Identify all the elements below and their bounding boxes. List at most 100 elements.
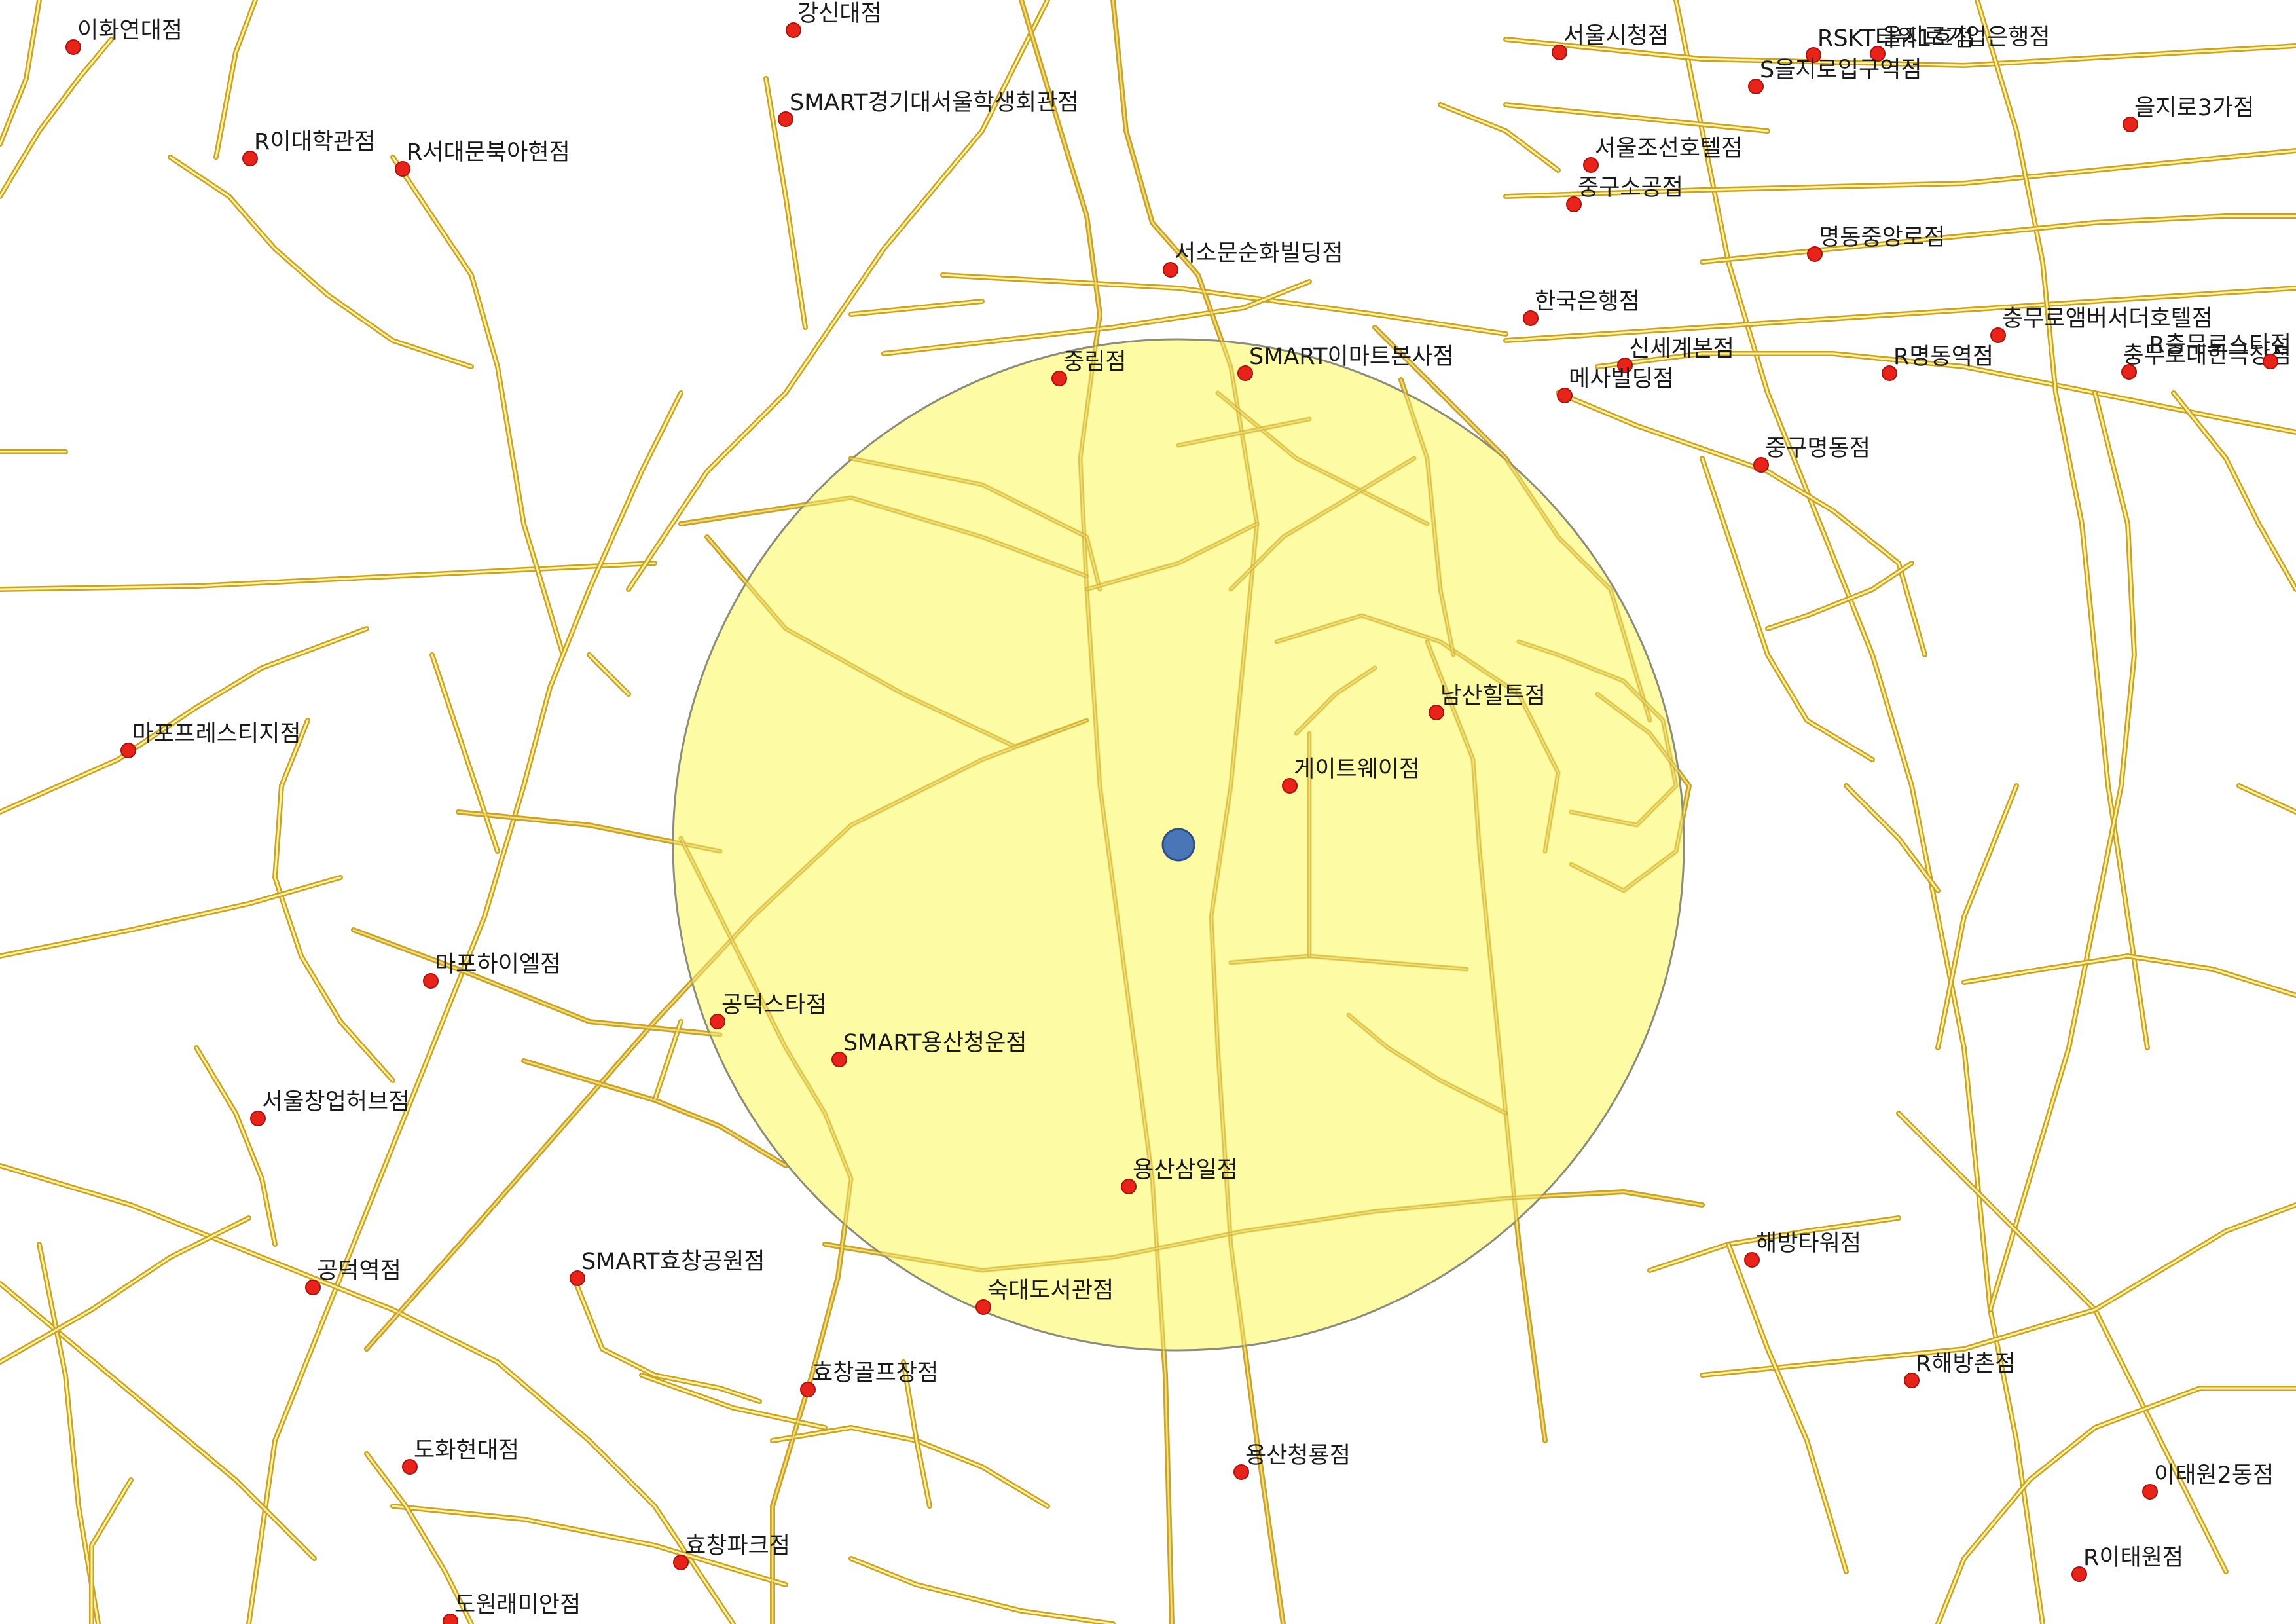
road-segment-inner bbox=[0, 38, 113, 198]
poi-label: 중구명동점 bbox=[1765, 435, 1870, 462]
poi-item[interactable]: 강신대점 bbox=[786, 1, 882, 38]
poi-marker-icon[interactable] bbox=[1523, 310, 1539, 326]
poi-item[interactable]: 충무로앰버서더호텔점 bbox=[1990, 306, 2213, 343]
poi-item[interactable]: 도화현대점 bbox=[402, 1437, 519, 1475]
poi-item[interactable]: 게이트웨이점 bbox=[1282, 756, 1420, 794]
poi-item[interactable]: S을지로입구역점 bbox=[1748, 57, 1922, 94]
poi-item[interactable]: 효창파크점 bbox=[673, 1533, 790, 1570]
poi-marker-icon[interactable] bbox=[1806, 47, 1821, 63]
poi-item[interactable]: 공덕스타점 bbox=[710, 992, 827, 1029]
poi-item[interactable]: 공덕역점 bbox=[305, 1258, 401, 1295]
poi-item[interactable]: 마포하이엘점 bbox=[423, 951, 561, 989]
poi-marker-icon[interactable] bbox=[800, 1382, 816, 1397]
poi-item[interactable]: 서울창업허브점 bbox=[250, 1089, 409, 1126]
poi-marker-icon[interactable] bbox=[2142, 1484, 2158, 1500]
poi-item[interactable]: 용산삼일점 bbox=[1121, 1157, 1238, 1194]
poi-marker-icon[interactable] bbox=[1882, 365, 1897, 381]
poi-marker-icon[interactable] bbox=[402, 1459, 418, 1475]
road-segment-inner bbox=[1504, 103, 1769, 132]
poi-item[interactable]: 신세계본점 bbox=[1617, 336, 1734, 373]
poi-marker-icon[interactable] bbox=[1807, 246, 1823, 262]
poi-marker-icon[interactable] bbox=[1163, 262, 1178, 278]
poi-item[interactable]: R해방촌점 bbox=[1904, 1351, 2016, 1388]
poi-marker-icon[interactable] bbox=[2263, 354, 2278, 369]
poi-item[interactable]: 중구명동점 bbox=[1753, 435, 1870, 473]
poi-marker-icon[interactable] bbox=[1282, 778, 1298, 794]
road-segment-inner bbox=[1557, 392, 1926, 656]
poi-marker-icon[interactable] bbox=[65, 39, 81, 55]
poi-marker-icon[interactable] bbox=[1744, 1252, 1760, 1268]
poi-item[interactable]: 명동중앙로점 bbox=[1807, 225, 1945, 262]
poi-item[interactable]: R이대학관점 bbox=[242, 129, 375, 166]
poi-item[interactable]: 중구소공점 bbox=[1566, 175, 1683, 212]
poi-item[interactable]: 해방타워점 bbox=[1744, 1230, 1861, 1268]
poi-marker-icon[interactable] bbox=[673, 1555, 689, 1570]
poi-marker-icon[interactable] bbox=[2121, 364, 2137, 380]
poi-marker-icon[interactable] bbox=[1990, 327, 2006, 343]
poi-item[interactable]: SMART경기대서울학생회관점 bbox=[778, 90, 1079, 127]
poi-item[interactable]: SMART용산청운점 bbox=[831, 1030, 1027, 1067]
poi-item[interactable]: SMART효창공원점 bbox=[570, 1249, 765, 1286]
center-point-icon[interactable] bbox=[1161, 828, 1195, 862]
poi-item[interactable]: 서소문순화빌딩점 bbox=[1163, 240, 1343, 278]
poi-label: 마포프레스티지점 bbox=[132, 721, 301, 747]
poi-marker-icon[interactable] bbox=[2123, 117, 2138, 132]
poi-marker-icon[interactable] bbox=[778, 111, 793, 127]
poi-marker-icon[interactable] bbox=[1557, 388, 1573, 403]
poi-item[interactable]: R이태원점 bbox=[2071, 1545, 2183, 1582]
poi-marker-icon[interactable] bbox=[423, 973, 439, 989]
poi-item[interactable]: 메사빌딩점 bbox=[1557, 366, 1674, 403]
poi-marker-icon[interactable] bbox=[1233, 1464, 1249, 1480]
poi-item[interactable]: RSKT타워1호점 bbox=[1806, 26, 1974, 63]
poi-item[interactable]: 용산청룡점 bbox=[1233, 1443, 1351, 1480]
poi-label: 이화연대점 bbox=[77, 18, 183, 44]
poi-item[interactable]: 을지로기업은행점 bbox=[1870, 24, 2050, 62]
poi-item[interactable]: R충무로스타점 bbox=[2149, 332, 2291, 369]
poi-item[interactable]: 도원래미안점 bbox=[443, 1592, 581, 1624]
poi-item[interactable]: R명동역점 bbox=[1882, 344, 1994, 381]
poi-marker-icon[interactable] bbox=[570, 1270, 585, 1286]
poi-item[interactable]: 숙대도서관점 bbox=[975, 1278, 1114, 1315]
poi-item[interactable]: 마포프레스티지점 bbox=[120, 721, 301, 758]
poi-item[interactable]: 서울조선호텔점 bbox=[1583, 136, 1742, 173]
poi-item[interactable]: 이태원2동점 bbox=[2142, 1462, 2274, 1500]
poi-marker-icon[interactable] bbox=[242, 151, 258, 166]
poi-marker-icon[interactable] bbox=[1583, 157, 1599, 173]
poi-marker-icon[interactable] bbox=[305, 1280, 321, 1295]
poi-marker-icon[interactable] bbox=[1617, 358, 1633, 373]
poi-item[interactable]: 남산힐튼점 bbox=[1429, 683, 1546, 720]
poi-marker-icon[interactable] bbox=[250, 1111, 266, 1126]
poi-marker-icon[interactable] bbox=[975, 1299, 991, 1315]
poi-item[interactable]: 을지로3가점 bbox=[2123, 95, 2254, 132]
poi-marker-icon[interactable] bbox=[1552, 45, 1567, 60]
poi-marker-icon[interactable] bbox=[786, 22, 801, 38]
poi-marker-icon[interactable] bbox=[831, 1052, 847, 1067]
poi-item[interactable]: 한국은행점 bbox=[1523, 289, 1640, 326]
poi-label: 용산청룡점 bbox=[1245, 1443, 1351, 1469]
poi-marker-icon[interactable] bbox=[710, 1014, 725, 1029]
poi-item[interactable]: 이화연대점 bbox=[65, 18, 183, 55]
poi-marker-icon[interactable] bbox=[1429, 705, 1444, 720]
poi-marker-icon[interactable] bbox=[1566, 196, 1582, 212]
poi-item[interactable]: 중림점 bbox=[1051, 349, 1127, 386]
poi-marker-icon[interactable] bbox=[443, 1614, 458, 1624]
poi-item[interactable]: SMART이마트본사점 bbox=[1237, 344, 1454, 381]
poi-marker-icon[interactable] bbox=[1870, 46, 1886, 62]
poi-marker-icon[interactable] bbox=[1904, 1373, 1920, 1388]
poi-label: 숙대도서관점 bbox=[987, 1278, 1114, 1304]
road-segment-inner bbox=[850, 1557, 1114, 1624]
poi-marker-icon[interactable] bbox=[1051, 371, 1067, 386]
poi-item[interactable]: 효창골프장점 bbox=[800, 1360, 938, 1397]
poi-marker-icon[interactable] bbox=[2071, 1566, 2087, 1582]
road-segment-inner bbox=[365, 1452, 473, 1624]
poi-label: 신세계본점 bbox=[1629, 336, 1734, 362]
poi-marker-icon[interactable] bbox=[1748, 79, 1764, 94]
poi-marker-icon[interactable] bbox=[1753, 457, 1769, 473]
poi-item[interactable]: 서울시청점 bbox=[1552, 23, 1669, 60]
poi-marker-icon[interactable] bbox=[1121, 1179, 1137, 1194]
poi-marker-icon[interactable] bbox=[1237, 365, 1253, 381]
poi-marker-icon[interactable] bbox=[395, 161, 410, 177]
poi-marker-icon[interactable] bbox=[120, 743, 136, 758]
poi-item[interactable]: R서대문북아현점 bbox=[395, 139, 570, 177]
